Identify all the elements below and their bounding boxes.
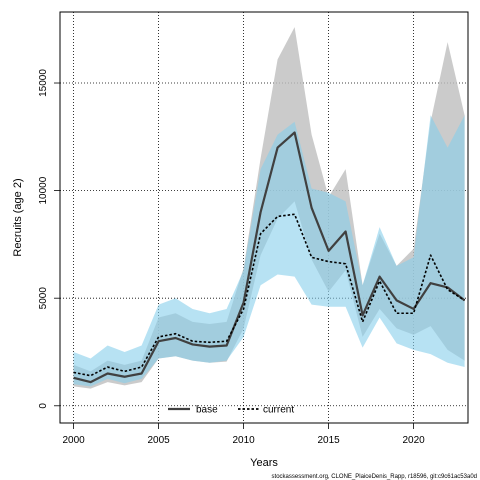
x-tick-label-2020: 2020 [402, 435, 425, 446]
x-tick-label-2000: 2000 [62, 435, 85, 446]
legend-label-current: current [263, 405, 294, 416]
y-axis-ticks: 0 5000 10000 15000 [38, 69, 60, 409]
legend: base current [168, 405, 294, 416]
legend-label-base: base [196, 405, 218, 416]
y-tick-label-15000: 15000 [38, 69, 49, 97]
confidence-band-current [73, 115, 465, 387]
y-tick-label-0: 0 [38, 403, 49, 409]
y-tick-label-10000: 10000 [38, 176, 49, 204]
x-tick-label-2015: 2015 [317, 435, 340, 446]
series-line-current [73, 213, 466, 377]
series-line-base [73, 131, 466, 384]
x-tick-label-2005: 2005 [147, 435, 170, 446]
y-tick-label-5000: 5000 [38, 287, 49, 310]
plot-frame [59, 11, 469, 424]
x-axis-title: Years [250, 457, 278, 469]
footer-credit: stockassessment.org, CLONE_PlaiceDenis_R… [272, 474, 477, 480]
x-tick-label-2010: 2010 [232, 435, 255, 446]
x-axis-ticks: 2000 2005 2010 2015 2020 [62, 423, 425, 446]
y-axis-title: Recruits (age 2) [12, 178, 24, 256]
confidence-bands [73, 27, 465, 389]
series-lines [73, 131, 466, 384]
